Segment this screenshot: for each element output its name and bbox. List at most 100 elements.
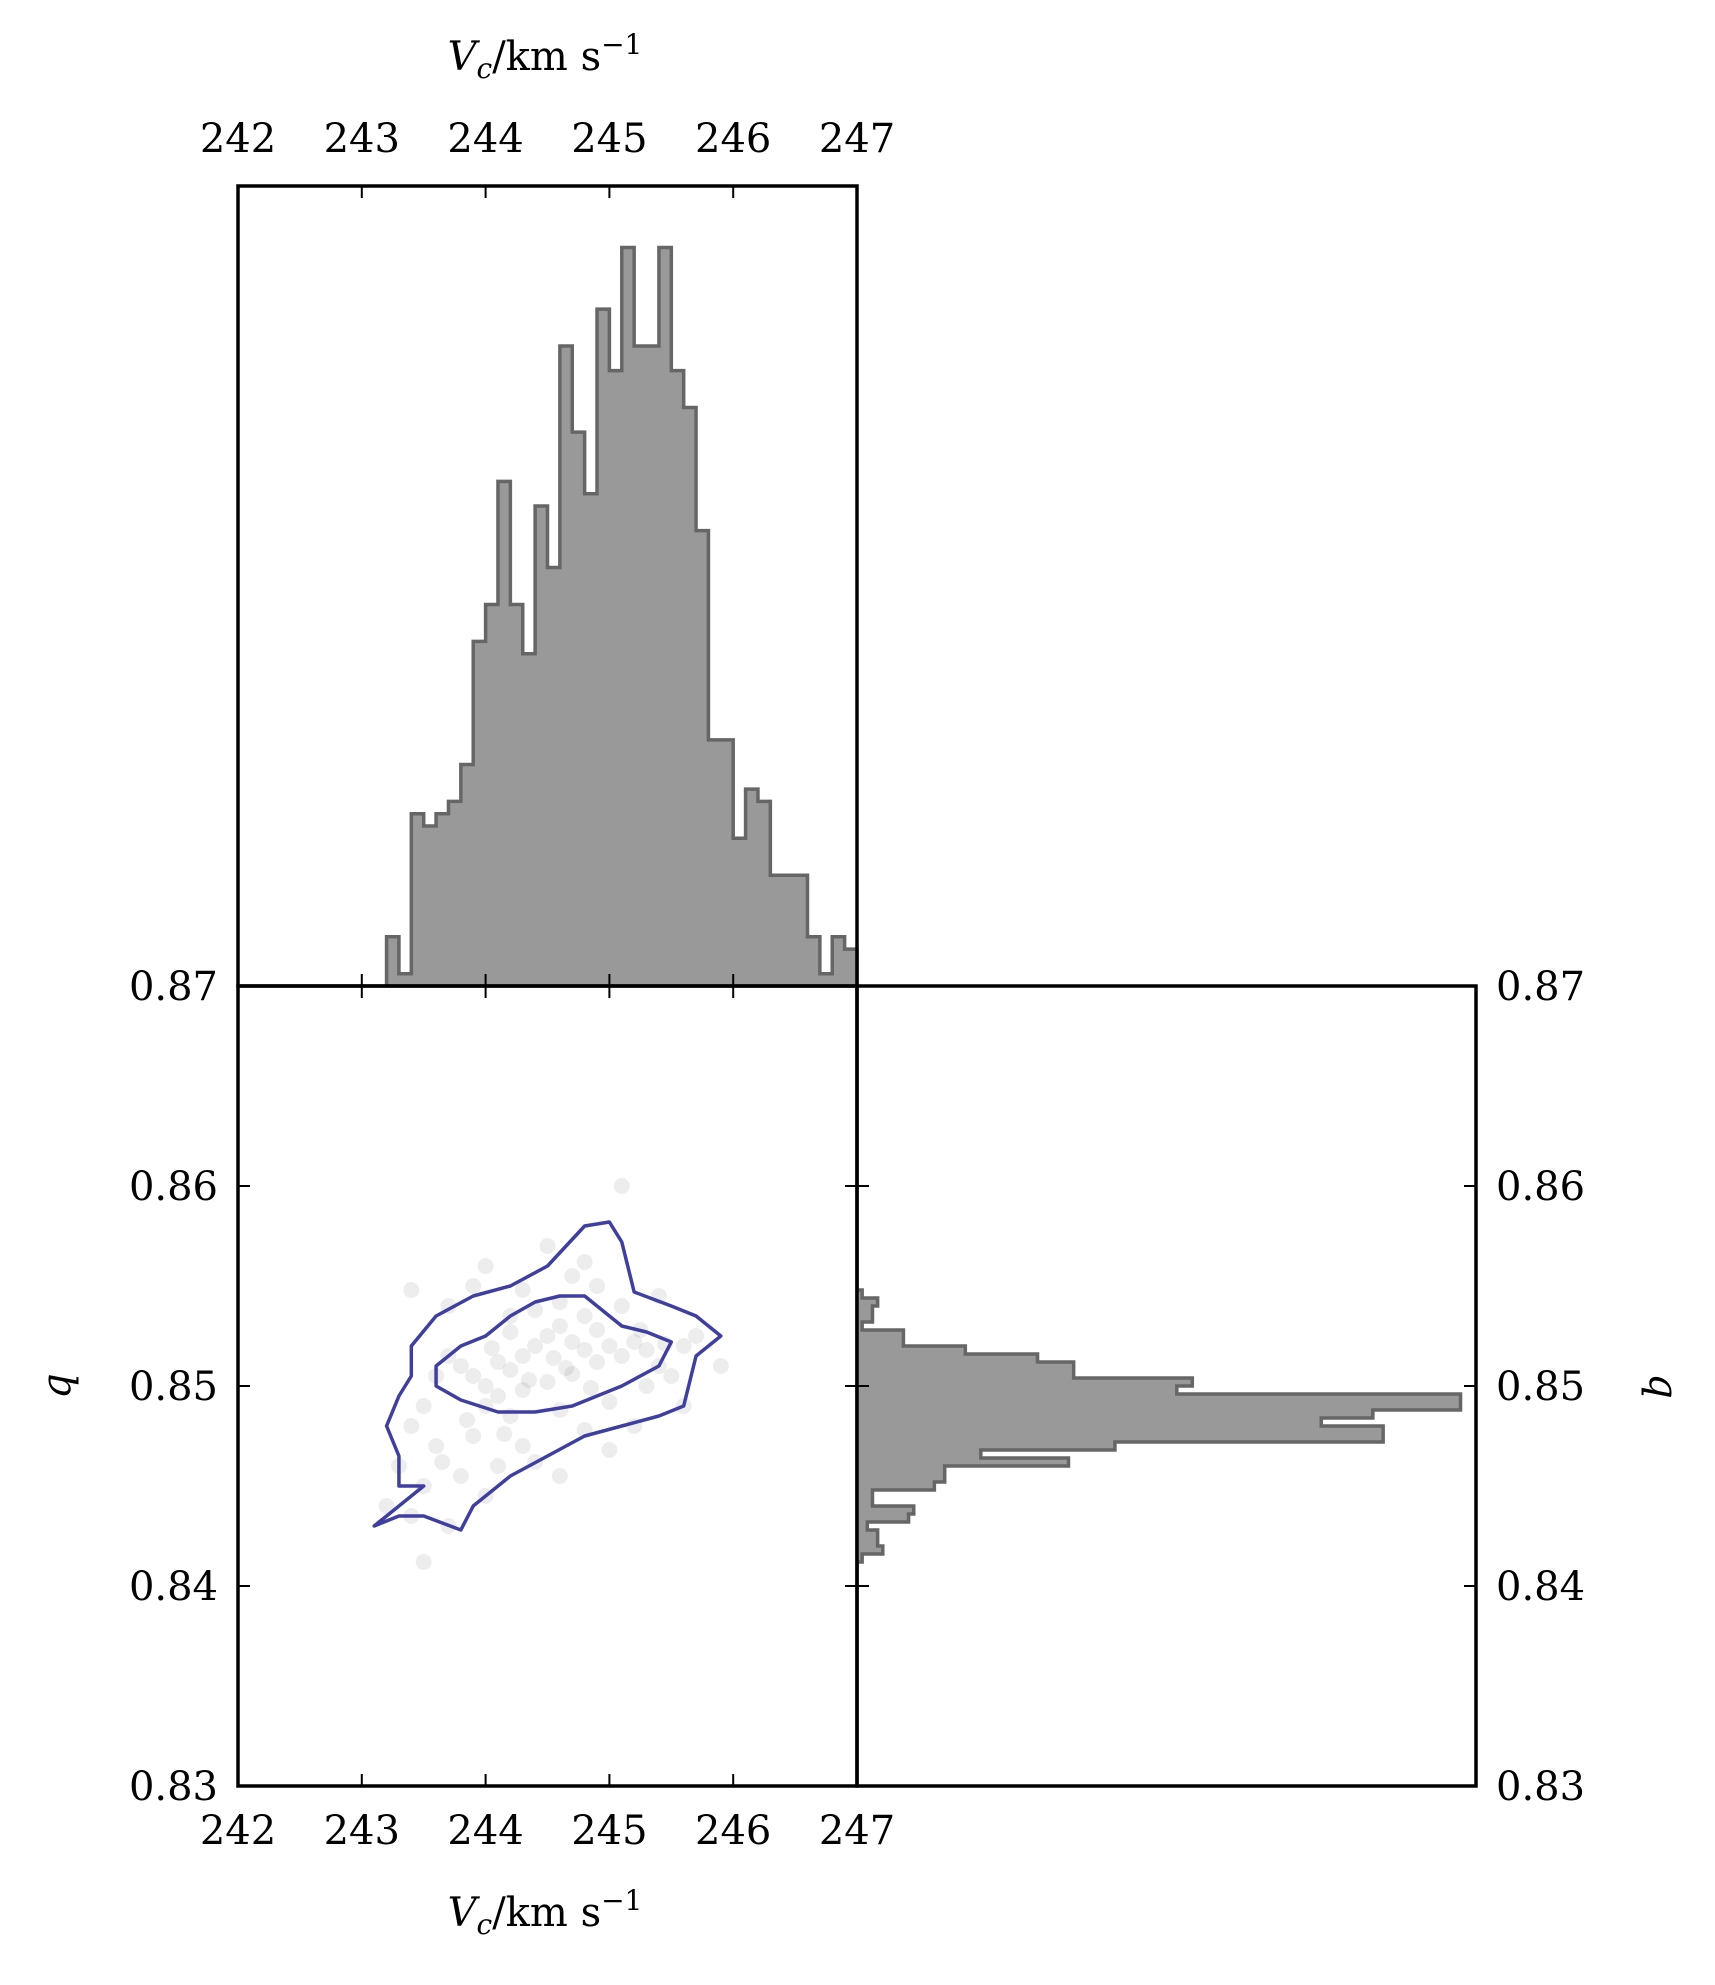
- q-histogram-ticks: [857, 985, 1476, 1787]
- scatter-point-2: [477, 1378, 494, 1394]
- scatter-y-tick-label-0.85: 0.85: [129, 1364, 218, 1410]
- vc-histogram-top-ticks: [237, 186, 858, 986]
- scatter-point-68: [613, 1298, 630, 1314]
- scatter-point-45: [452, 1468, 469, 1484]
- scatter-y-axis-title: q: [34, 1373, 80, 1399]
- scatter-point-11: [589, 1354, 606, 1370]
- scatter-y-tick-label-0.86: 0.86: [129, 1164, 218, 1210]
- scatter-point-73: [483, 1340, 500, 1356]
- scatter-point-10: [576, 1342, 593, 1358]
- scatter-point-38: [428, 1438, 445, 1454]
- scatter-point-60: [601, 1442, 618, 1458]
- scatter-point-67: [465, 1278, 482, 1294]
- scatter-point-79: [496, 1426, 513, 1442]
- scatter-point-21: [589, 1322, 606, 1338]
- vc-label-exponent: −1: [601, 28, 642, 61]
- scatter-point-8: [551, 1318, 568, 1334]
- q-histogram-panel: 0.83 0.84 0.85 0.86 0.87 q: [855, 964, 1686, 1810]
- scatter-point-50: [415, 1554, 432, 1570]
- scatter-point-77: [459, 1412, 476, 1428]
- vc-label-exponent: −1: [601, 1884, 642, 1917]
- scatter-point-69: [502, 1324, 519, 1340]
- vc-q-scatter-panel: 242 243 244 245 246 247 0.830.840.850.860.87 …: [34, 964, 895, 1941]
- scatter-x-tick-label-247: 247: [819, 1808, 895, 1854]
- vc-top-tick-label-246: 246: [695, 116, 771, 162]
- scatter-point-78: [434, 1454, 451, 1470]
- scatter-point-57: [403, 1282, 420, 1298]
- scatter-point-61: [551, 1468, 568, 1484]
- scatter-point-35: [688, 1328, 705, 1344]
- scatter-x-tick-label-243: 243: [324, 1808, 400, 1854]
- q-hist-right-tick-label-0.83: 0.83: [1496, 1764, 1585, 1810]
- scatter-y-tick-label-0.84: 0.84: [129, 1564, 218, 1610]
- scatter-x-axis-title: Vc/km s−1: [448, 1884, 643, 1941]
- scatter-point-64: [589, 1278, 606, 1294]
- scatter-point-12: [601, 1338, 618, 1354]
- scatter-point-37: [403, 1418, 420, 1434]
- scatter-point-51: [613, 1178, 630, 1194]
- vc-label-main: V: [448, 34, 481, 80]
- scatter-point-70: [545, 1350, 562, 1366]
- scatter-x-tick-label-242: 242: [200, 1808, 276, 1854]
- scatter-point-23: [514, 1382, 531, 1398]
- scatter-point-59: [712, 1358, 729, 1374]
- scatter-x-tick-label-246: 246: [695, 1808, 771, 1854]
- q-hist-right-tick-label-0.86: 0.86: [1496, 1164, 1585, 1210]
- vc-label-main: V: [448, 1890, 481, 1936]
- scatter-point-22: [489, 1388, 506, 1404]
- scatter-point-72: [520, 1372, 537, 1388]
- scatter-point-7: [539, 1328, 556, 1344]
- scatter-point-40: [514, 1438, 531, 1454]
- scatter-point-31: [601, 1394, 618, 1410]
- q-hist-right-tick-label-0.84: 0.84: [1496, 1564, 1585, 1610]
- scatter-contours: [372, 1220, 723, 1532]
- scatter-point-53: [477, 1258, 494, 1274]
- scatter-point-15: [638, 1342, 655, 1358]
- scatter-point-47: [378, 1498, 395, 1514]
- q-hist-right-tick-label-0.85: 0.85: [1496, 1364, 1585, 1410]
- vc-histogram-top-axis-title: Vc/km s−1: [448, 28, 643, 85]
- vc-top-tick-label-245: 245: [571, 116, 647, 162]
- q-histogram-right-axis-title: q: [1640, 1373, 1686, 1399]
- scatter-point-52: [539, 1238, 556, 1254]
- scatter-point-3: [489, 1354, 506, 1370]
- scatter-point-65: [564, 1268, 581, 1284]
- scatter-point-25: [564, 1366, 581, 1382]
- vc-top-tick-label-243: 243: [324, 116, 400, 162]
- scatter-point-0: [452, 1358, 469, 1374]
- scatter-point-76: [582, 1380, 599, 1396]
- scatter-y-tick-labels: 0.83 0.84 0.85 0.86 0.87: [129, 964, 218, 1810]
- vc-histogram-outline: [384, 245, 859, 986]
- vc-histogram-top-tick-labels: 242 243 244 245 246 247: [200, 116, 895, 162]
- contour-inner: [434, 1294, 674, 1414]
- scatter-y-tick-label-0.83: 0.83: [129, 1764, 218, 1810]
- scatter-point-20: [576, 1308, 593, 1324]
- scatter-point-14: [626, 1334, 643, 1350]
- scatter-point-36: [415, 1398, 432, 1414]
- vc-top-tick-label-242: 242: [200, 116, 276, 162]
- q-histogram-fill: [857, 1290, 1461, 1562]
- vc-histogram-panel: 242 243 244 245 246 247 Vc/km s−1: [200, 28, 895, 988]
- scatter-ticks: [237, 985, 858, 1787]
- scatter-y-tick-label-0.87: 0.87: [129, 964, 218, 1010]
- vc-label-units: /km s: [492, 34, 601, 80]
- scatter-x-tick-labels: 242 243 244 245 246 247: [200, 1808, 895, 1854]
- vc-label-units: /km s: [492, 1890, 601, 1936]
- scatter-point-4: [502, 1362, 519, 1378]
- vc-label-sub: c: [477, 52, 493, 85]
- scatter-point-33: [663, 1368, 680, 1384]
- scatter-point-9: [564, 1334, 581, 1350]
- scatter-point-39: [465, 1428, 482, 1444]
- scatter-x-tick-label-244: 244: [447, 1808, 523, 1854]
- scatter-point-54: [576, 1254, 593, 1270]
- scatter-point-24: [539, 1374, 556, 1390]
- scatter-point-1: [465, 1368, 482, 1384]
- scatter-x-tick-label-245: 245: [571, 1808, 647, 1854]
- scatter-point-6: [527, 1338, 544, 1354]
- scatter-point-71: [558, 1360, 575, 1376]
- q-histogram-right-tick-labels: 0.83 0.84 0.85 0.86 0.87: [1496, 964, 1585, 1810]
- vc-label-sub: c: [477, 1908, 493, 1941]
- q-histogram-outline: [857, 1288, 1463, 1564]
- scatter-point-32: [638, 1378, 655, 1394]
